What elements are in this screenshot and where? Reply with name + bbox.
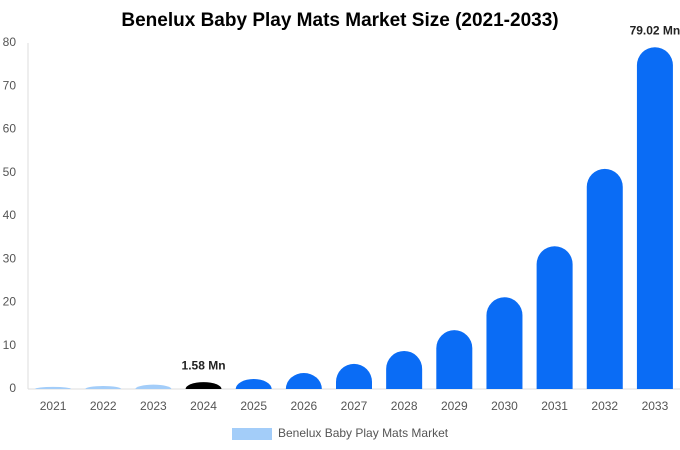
legend-swatch	[232, 428, 272, 440]
bar	[85, 385, 122, 389]
x-tick-label: 2032	[591, 399, 618, 413]
y-tick-label: 40	[3, 208, 17, 222]
y-tick-label: 0	[9, 381, 16, 395]
bar	[35, 386, 72, 389]
y-tick-label: 60	[3, 122, 17, 136]
x-tick-label: 2024	[190, 399, 217, 413]
bar	[436, 330, 473, 389]
y-tick-label: 20	[3, 295, 17, 309]
bar	[586, 168, 623, 389]
x-tick-label: 2031	[541, 399, 568, 413]
y-tick-label: 50	[3, 165, 17, 179]
x-tick-label: 2025	[240, 399, 267, 413]
bar	[285, 372, 322, 389]
x-tick-label: 2023	[140, 399, 167, 413]
data-label: 1.58 Mn	[182, 358, 226, 372]
bar	[235, 379, 272, 389]
bar	[386, 350, 423, 389]
x-tick-label: 2028	[391, 399, 418, 413]
chart-title: Benelux Baby Play Mats Market Size (2021…	[121, 10, 558, 31]
x-tick-label: 2027	[341, 399, 368, 413]
x-tick-label: 2033	[642, 399, 669, 413]
bar	[536, 246, 573, 389]
bar	[185, 382, 222, 389]
y-tick-label: 30	[3, 251, 17, 265]
bar	[336, 363, 372, 389]
bar	[135, 384, 172, 389]
y-tick-label: 10	[3, 338, 17, 352]
bar	[486, 297, 523, 389]
data-label: 79.02 Mn	[630, 23, 680, 37]
y-tick-label: 80	[3, 35, 17, 49]
x-tick-label: 2022	[90, 399, 117, 413]
x-tick-label: 2030	[491, 399, 518, 413]
bar	[636, 47, 673, 390]
x-tick-label: 2029	[441, 399, 468, 413]
y-tick-label: 70	[3, 78, 17, 92]
legend-label: Benelux Baby Play Mats Market	[278, 426, 449, 440]
x-tick-label: 2021	[40, 399, 67, 413]
x-tick-label: 2026	[290, 399, 317, 413]
